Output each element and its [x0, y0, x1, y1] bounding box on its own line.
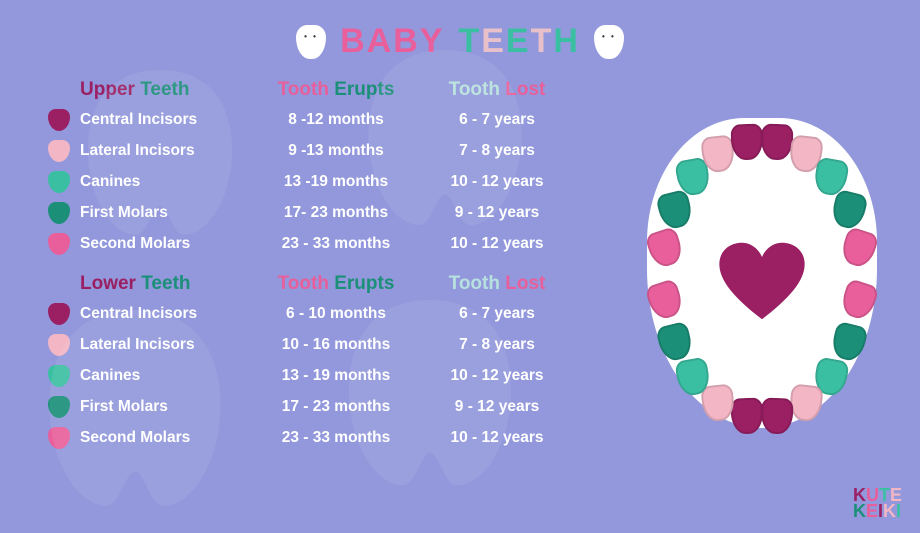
- diagram-tooth: [655, 189, 695, 232]
- title-word-1: BABY: [340, 22, 444, 61]
- tooth-color-icon: [48, 365, 70, 387]
- tooth-name: Lateral Incisors: [80, 142, 250, 160]
- lost-value: 6 - 7 years: [422, 111, 572, 129]
- tooth-name: Second Molars: [80, 429, 250, 447]
- diagram-tooth: [838, 278, 880, 322]
- table-row: Central Incisors 8 -12 months 6 - 7 year…: [44, 109, 632, 131]
- diagram-tooth: [644, 226, 686, 270]
- erupts-value: 23 - 33 months: [256, 235, 416, 253]
- tooth-color-icon: [48, 396, 70, 418]
- diagram-tooth: [789, 383, 825, 422]
- lost-value: 10 - 12 years: [422, 367, 572, 385]
- lost-value: 9 - 12 years: [422, 398, 572, 416]
- erupts-value: 13 -19 months: [256, 173, 416, 191]
- lost-value: 7 - 8 years: [422, 336, 572, 354]
- table-row: Second Molars 23 - 33 months 10 - 12 yea…: [44, 233, 632, 255]
- diagram-tooth: [829, 320, 869, 363]
- lost-value: 9 - 12 years: [422, 204, 572, 222]
- table-row: First Molars 17- 23 months 9 - 12 years: [44, 202, 632, 224]
- table-row: Central Incisors 6 - 10 months 6 - 7 yea…: [44, 303, 632, 325]
- table-row: Canines 13 - 19 months 10 - 12 years: [44, 365, 632, 387]
- erupts-value: 17- 23 months: [256, 204, 416, 222]
- lost-value: 7 - 8 years: [422, 142, 572, 160]
- diagram-tooth: [730, 123, 763, 160]
- tooth-color-icon: [48, 427, 70, 449]
- erupts-value: 10 - 16 months: [256, 336, 416, 354]
- table-header: Lower Teeth Tooth Erupts Tooth Lost: [44, 273, 632, 295]
- mouth-diagram: [632, 79, 892, 467]
- tooth-name: Central Incisors: [80, 305, 250, 323]
- diagram-tooth: [761, 398, 794, 435]
- tooth-color-icon: [48, 233, 70, 255]
- lost-value: 10 - 12 years: [422, 235, 572, 253]
- tooth-name: Canines: [80, 173, 250, 191]
- diagram-tooth: [829, 189, 869, 232]
- lost-value: 10 - 12 years: [422, 173, 572, 191]
- mouth-shape: [647, 118, 877, 428]
- heart-icon: [717, 241, 807, 321]
- erupts-value: 9 -13 months: [256, 142, 416, 160]
- tooth-name: Central Incisors: [80, 111, 250, 129]
- diagram-tooth: [655, 320, 695, 363]
- brand-logo: KUTEKEIKI: [853, 487, 902, 519]
- table-row: First Molars 17 - 23 months 9 - 12 years: [44, 396, 632, 418]
- erupts-value: 13 - 19 months: [256, 367, 416, 385]
- tooth-name: First Molars: [80, 204, 250, 222]
- diagram-tooth: [644, 278, 686, 322]
- tooth-name: Canines: [80, 367, 250, 385]
- table-row: Lateral Incisors 10 - 16 months 7 - 8 ye…: [44, 334, 632, 356]
- table-row: Second Molars 23 - 33 months 10 - 12 yea…: [44, 427, 632, 449]
- tooth-color-icon: [48, 109, 70, 131]
- teeth-tables: Upper Teeth Tooth Erupts Tooth Lost Cent…: [44, 79, 632, 467]
- tooth-color-icon: [48, 303, 70, 325]
- erupts-value: 8 -12 months: [256, 111, 416, 129]
- tooth-color-icon: [48, 171, 70, 193]
- tooth-color-icon: [48, 334, 70, 356]
- tooth-name: Lateral Incisors: [80, 336, 250, 354]
- tooth-icon: [296, 25, 326, 59]
- page-title: BABY TEETH: [0, 0, 920, 61]
- table-header: Upper Teeth Tooth Erupts Tooth Lost: [44, 79, 632, 101]
- tooth-name: First Molars: [80, 398, 250, 416]
- erupts-value: 17 - 23 months: [256, 398, 416, 416]
- diagram-tooth: [761, 123, 794, 160]
- diagram-tooth: [730, 398, 763, 435]
- lost-value: 10 - 12 years: [422, 429, 572, 447]
- diagram-tooth: [838, 226, 880, 270]
- tooth-icon: [594, 25, 624, 59]
- table-row: Lateral Incisors 9 -13 months 7 - 8 year…: [44, 140, 632, 162]
- tooth-name: Second Molars: [80, 235, 250, 253]
- title-word-2: TEETH: [458, 22, 580, 61]
- erupts-value: 6 - 10 months: [256, 305, 416, 323]
- lost-value: 6 - 7 years: [422, 305, 572, 323]
- erupts-value: 23 - 33 months: [256, 429, 416, 447]
- table-row: Canines 13 -19 months 10 - 12 years: [44, 171, 632, 193]
- tooth-color-icon: [48, 140, 70, 162]
- tooth-color-icon: [48, 202, 70, 224]
